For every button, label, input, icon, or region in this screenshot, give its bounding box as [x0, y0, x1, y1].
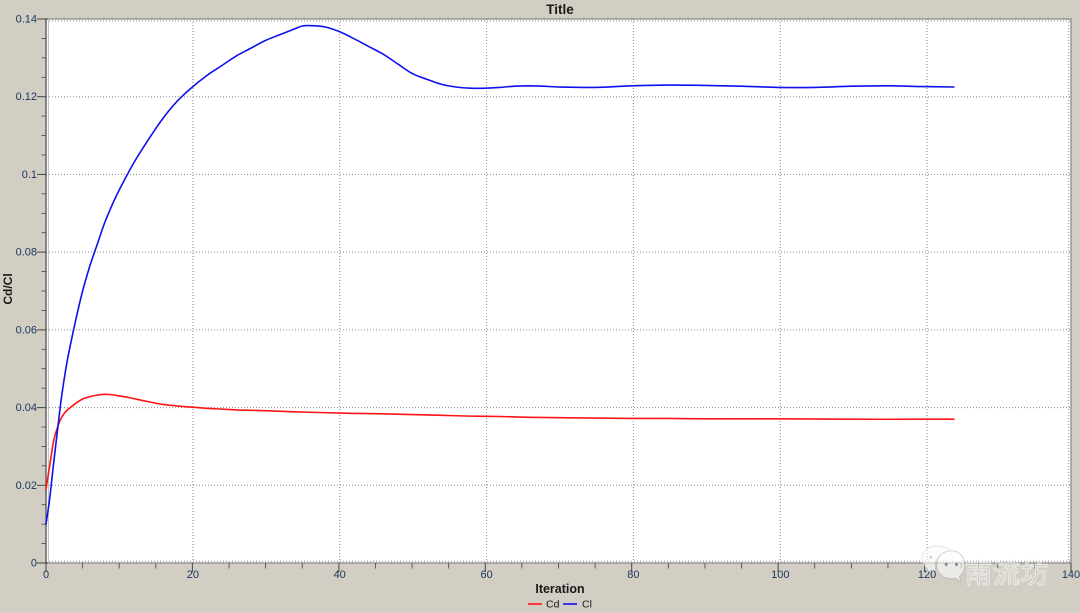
svg-text:140: 140 [1062, 569, 1080, 581]
svg-text:Cd: Cd [546, 599, 560, 611]
svg-text:40: 40 [334, 569, 346, 581]
svg-text:Iteration: Iteration [535, 582, 584, 596]
svg-text:0.08: 0.08 [16, 247, 37, 259]
svg-text:0.02: 0.02 [16, 480, 37, 492]
svg-text:20: 20 [187, 569, 199, 581]
svg-text:南流坊: 南流坊 [965, 559, 1049, 589]
svg-text:60: 60 [480, 569, 492, 581]
svg-text:0.06: 0.06 [16, 324, 37, 336]
svg-text:0: 0 [31, 558, 37, 570]
svg-text:0.04: 0.04 [16, 402, 37, 414]
svg-text:0: 0 [43, 569, 49, 581]
svg-text:0.1: 0.1 [22, 169, 37, 181]
svg-text:100: 100 [771, 569, 789, 581]
svg-text:80: 80 [627, 569, 639, 581]
svg-text:0.12: 0.12 [16, 91, 37, 103]
svg-text:Cd/Cl: Cd/Cl [1, 273, 15, 304]
svg-text:0.14: 0.14 [16, 14, 37, 26]
svg-text:Cl: Cl [582, 599, 592, 611]
